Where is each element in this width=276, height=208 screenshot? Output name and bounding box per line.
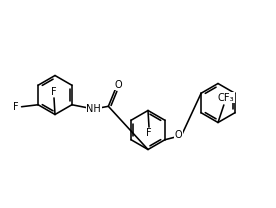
Text: F: F: [146, 128, 152, 138]
Text: F: F: [13, 102, 18, 112]
Text: CF₃: CF₃: [217, 93, 234, 103]
Text: O: O: [114, 80, 122, 90]
Text: O: O: [175, 130, 182, 140]
Text: F: F: [51, 87, 57, 97]
Text: NH: NH: [86, 104, 101, 114]
